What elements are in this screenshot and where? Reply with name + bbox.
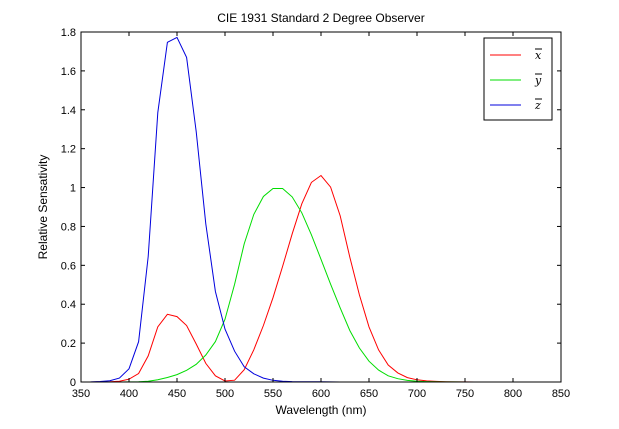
x-tick-label: 500 <box>216 388 234 400</box>
y-tick-label: 0.2 <box>61 338 76 350</box>
x-axis-ticks: 350 400 450 500 550 600 650 700 750 800 850 <box>72 32 570 400</box>
x-tick-label: 350 <box>72 388 90 400</box>
plot-frame <box>80 31 562 383</box>
legend-label-y: y <box>534 74 542 87</box>
x-tick-label: 700 <box>408 388 426 400</box>
y-tick-label: 1.8 <box>61 27 76 39</box>
x-tick-label: 400 <box>120 388 138 400</box>
legend-box <box>483 37 553 121</box>
chart-title: CIE 1931 Standard 2 Degree Observer <box>217 11 424 25</box>
y-tick-label: 0.4 <box>61 299 76 311</box>
y-tick-label: 0 <box>70 377 76 389</box>
legend: x y z <box>483 37 553 121</box>
y-tick-label: 1 <box>70 183 76 195</box>
x-tick-label: 550 <box>264 388 282 400</box>
y-tick-label: 0.6 <box>61 260 76 272</box>
y-tick-label: 0.8 <box>61 221 76 233</box>
x-tick-label: 850 <box>552 388 570 400</box>
x-tick-label: 450 <box>168 388 186 400</box>
y-tick-label: 1.2 <box>61 144 76 156</box>
x-tick-label: 650 <box>360 388 378 400</box>
x-axis-label: Wavelength (nm) <box>276 403 367 417</box>
x-tick-label: 750 <box>456 388 474 400</box>
legend-label-x: x <box>535 49 542 62</box>
y-axis-label: Relative Sensativity <box>36 155 50 260</box>
legend-label-z: z <box>534 99 541 112</box>
x-tick-label: 800 <box>504 388 522 400</box>
y-tick-label: 1.6 <box>61 66 76 78</box>
y-tick-label: 1.4 <box>61 105 76 117</box>
x-tick-label: 600 <box>312 388 330 400</box>
y-axis-ticks: 0 0.2 0.4 0.6 0.8 1 1.2 1.4 1.6 1.8 <box>61 27 561 389</box>
